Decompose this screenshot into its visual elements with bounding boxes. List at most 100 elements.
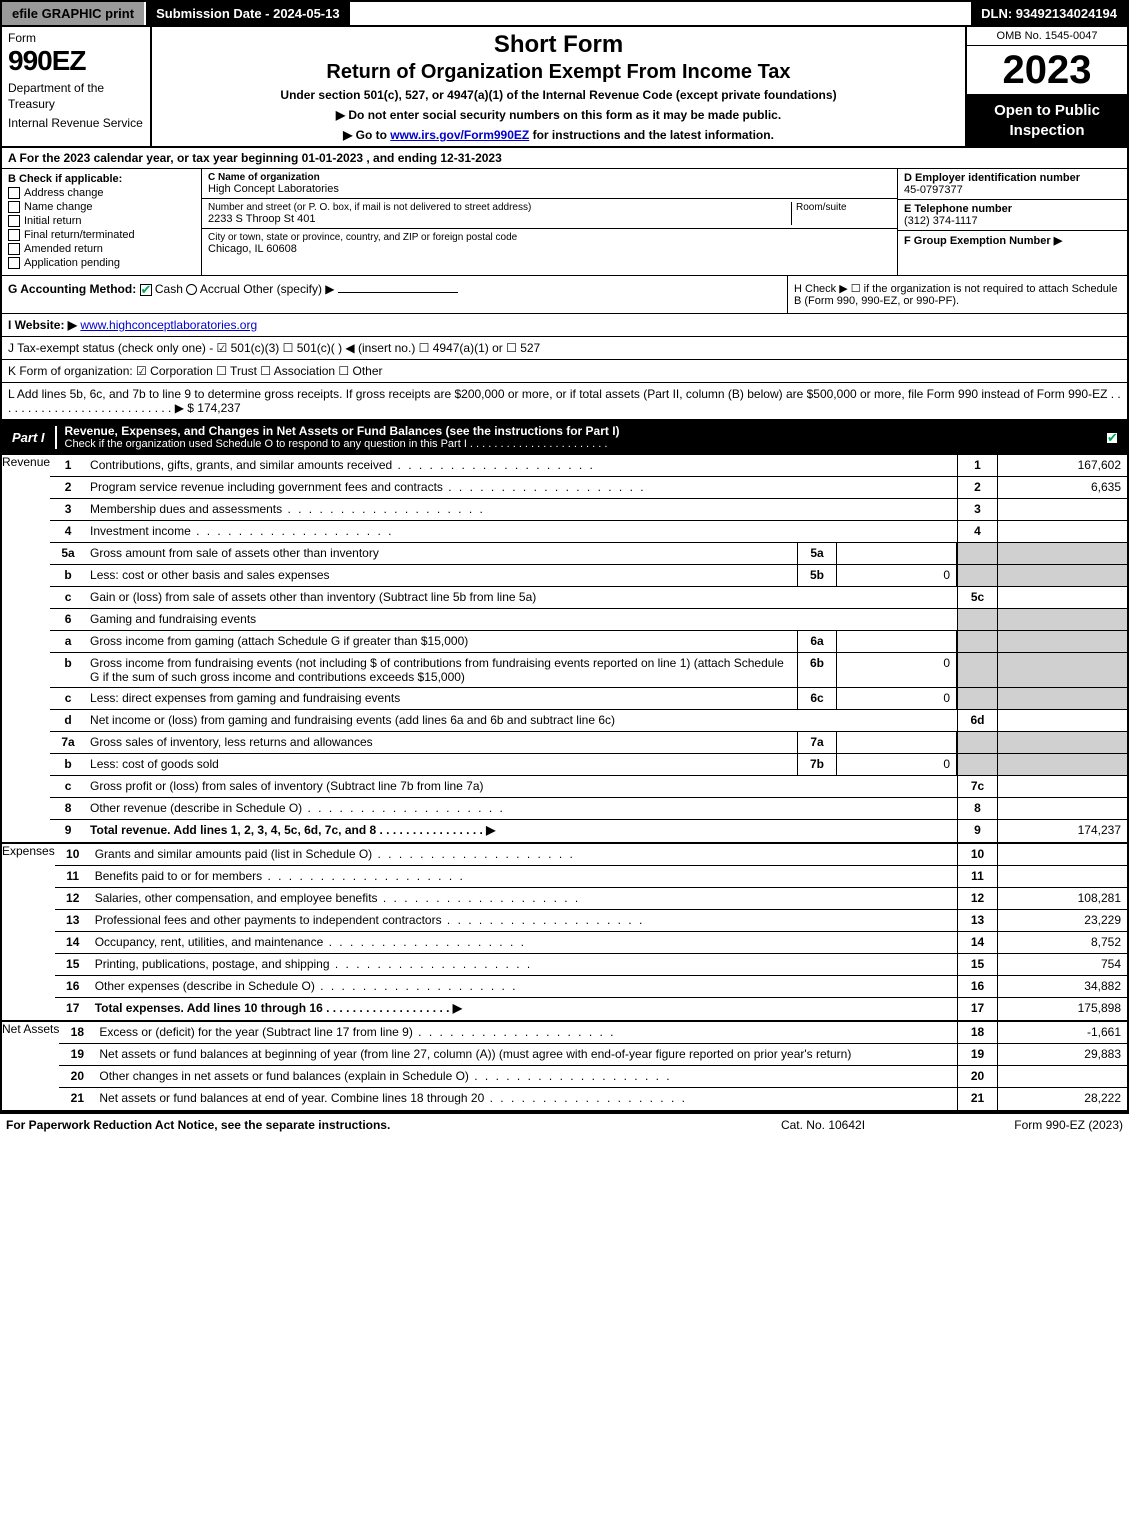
ln17-desc: Total expenses. Add lines 10 through 16 … xyxy=(91,998,957,1020)
form-word: Form xyxy=(8,31,144,45)
other-specify-line[interactable] xyxy=(338,292,458,293)
ln13-desc: Professional fees and other payments to … xyxy=(91,910,957,931)
ln6b-num: b xyxy=(50,653,86,687)
ln3-val xyxy=(997,499,1127,520)
note-goto: ▶ Go to www.irs.gov/Form990EZ for instru… xyxy=(160,128,957,142)
ln3-num: 3 xyxy=(50,499,86,520)
ln15-rn: 15 xyxy=(957,954,997,975)
opt-other: Other (specify) ▶ xyxy=(243,282,334,296)
ln7c-desc: Gross profit or (loss) from sales of inv… xyxy=(86,776,957,797)
ln18-rn: 18 xyxy=(957,1022,997,1043)
chk-name-change[interactable] xyxy=(8,201,20,213)
ln16-num: 16 xyxy=(55,976,91,997)
row-l-gross-receipts: L Add lines 5b, 6c, and 7b to line 9 to … xyxy=(2,383,1127,420)
ln7c-val xyxy=(997,776,1127,797)
chk-accrual[interactable] xyxy=(186,284,197,295)
ln10-num: 10 xyxy=(55,844,91,865)
ln5c-rn: 5c xyxy=(957,587,997,608)
lbl-address-change: Address change xyxy=(24,187,104,199)
street-address: 2233 S Throop St 401 xyxy=(208,213,791,225)
irs-link[interactable]: www.irs.gov/Form990EZ xyxy=(390,128,529,142)
lbl-amended-return: Amended return xyxy=(24,243,103,255)
footer-left: For Paperwork Reduction Act Notice, see … xyxy=(6,1118,723,1132)
ln12-num: 12 xyxy=(55,888,91,909)
chk-schedule-o[interactable] xyxy=(1106,432,1118,444)
ln14-rn: 14 xyxy=(957,932,997,953)
ln20-rn: 20 xyxy=(957,1066,997,1087)
ln1-rn: 1 xyxy=(957,455,997,476)
ein-value: 45-0797377 xyxy=(904,184,1121,196)
part-i-tab: Part I xyxy=(2,426,57,449)
subtitle-section: Under section 501(c), 527, or 4947(a)(1)… xyxy=(160,88,957,102)
ln4-rn: 4 xyxy=(957,521,997,542)
ln17-val: 175,898 xyxy=(997,998,1127,1020)
city-state-zip: Chicago, IL 60608 xyxy=(208,243,891,255)
ln5a-rv xyxy=(997,543,1127,564)
footer-center: Cat. No. 10642I xyxy=(723,1118,923,1132)
chk-address-change[interactable] xyxy=(8,187,20,199)
page-footer: For Paperwork Reduction Act Notice, see … xyxy=(0,1114,1129,1136)
ln5b-rv xyxy=(997,565,1127,586)
top-bar: efile GRAPHIC print Submission Date - 20… xyxy=(2,2,1127,27)
ln12-rn: 12 xyxy=(957,888,997,909)
ln15-desc: Printing, publications, postage, and shi… xyxy=(91,954,957,975)
section-b: B Check if applicable: Address change Na… xyxy=(2,169,202,275)
open-to-public: Open to Public Inspection xyxy=(967,95,1127,146)
opt-accrual: Accrual xyxy=(200,282,240,296)
ln1-num: 1 xyxy=(50,455,86,476)
chk-application-pending[interactable] xyxy=(8,257,20,269)
ln7a-desc: Gross sales of inventory, less returns a… xyxy=(86,732,797,753)
ln21-rn: 21 xyxy=(957,1088,997,1110)
revenue-block: Revenue 1Contributions, gifts, grants, a… xyxy=(2,455,1127,844)
ln7b-mn: 7b xyxy=(797,754,837,775)
lbl-final-return: Final return/terminated xyxy=(24,229,135,241)
website-link[interactable]: www.highconceptlaboratories.org xyxy=(80,318,257,332)
efile-print-button[interactable]: efile GRAPHIC print xyxy=(2,2,146,25)
tax-year: 2023 xyxy=(967,46,1127,95)
ln6a-rn xyxy=(957,631,997,652)
chk-cash[interactable] xyxy=(140,284,152,296)
ln3-rn: 3 xyxy=(957,499,997,520)
ln5a-desc: Gross amount from sale of assets other t… xyxy=(86,543,797,564)
org-name: High Concept Laboratories xyxy=(208,183,891,195)
section-d-e-f: D Employer identification number 45-0797… xyxy=(897,169,1127,275)
ln4-desc: Investment income xyxy=(86,521,957,542)
ln5a-mv xyxy=(837,543,957,564)
ln1-val: 167,602 xyxy=(997,455,1127,476)
dept-irs: Internal Revenue Service xyxy=(8,116,144,132)
header-right: OMB No. 1545-0047 2023 Open to Public In… xyxy=(967,27,1127,146)
ln10-desc: Grants and similar amounts paid (list in… xyxy=(91,844,957,865)
ln21-val: 28,222 xyxy=(997,1088,1127,1110)
ln7a-mv xyxy=(837,732,957,753)
opt-cash: Cash xyxy=(155,282,183,296)
ln6d-val xyxy=(997,710,1127,731)
ln18-desc: Excess or (deficit) for the year (Subtra… xyxy=(95,1022,957,1043)
ln1-desc: Contributions, gifts, grants, and simila… xyxy=(86,455,957,476)
ln14-num: 14 xyxy=(55,932,91,953)
ln5b-num: b xyxy=(50,565,86,586)
ln4-val xyxy=(997,521,1127,542)
ln8-desc: Other revenue (describe in Schedule O) xyxy=(86,798,957,819)
chk-amended-return[interactable] xyxy=(8,243,20,255)
ln10-rn: 10 xyxy=(957,844,997,865)
chk-initial-return[interactable] xyxy=(8,215,20,227)
ln15-num: 15 xyxy=(55,954,91,975)
topbar-spacer xyxy=(352,2,972,25)
row-j-tax-exempt: J Tax-exempt status (check only one) - ☑… xyxy=(2,337,1127,360)
ln11-desc: Benefits paid to or for members xyxy=(91,866,957,887)
chk-final-return[interactable] xyxy=(8,229,20,241)
g-label: G Accounting Method: xyxy=(8,282,136,296)
form-header: Form 990EZ Department of the Treasury In… xyxy=(2,27,1127,148)
section-c: C Name of organization High Concept Labo… xyxy=(202,169,897,275)
ln6a-rv xyxy=(997,631,1127,652)
header-left: Form 990EZ Department of the Treasury In… xyxy=(2,27,152,146)
ln7a-rn xyxy=(957,732,997,753)
ln19-desc: Net assets or fund balances at beginning… xyxy=(95,1044,957,1065)
note-ssn: ▶ Do not enter social security numbers o… xyxy=(160,108,957,122)
ln6d-rn: 6d xyxy=(957,710,997,731)
ln9-desc: Total revenue. Add lines 1, 2, 3, 4, 5c,… xyxy=(86,820,957,842)
ln6a-desc: Gross income from gaming (attach Schedul… xyxy=(86,631,797,652)
dept-treasury: Department of the Treasury xyxy=(8,81,144,112)
row-i-website: I Website: ▶ www.highconceptlaboratories… xyxy=(2,314,1127,337)
row-g-h: G Accounting Method: Cash Accrual Other … xyxy=(2,276,1127,314)
